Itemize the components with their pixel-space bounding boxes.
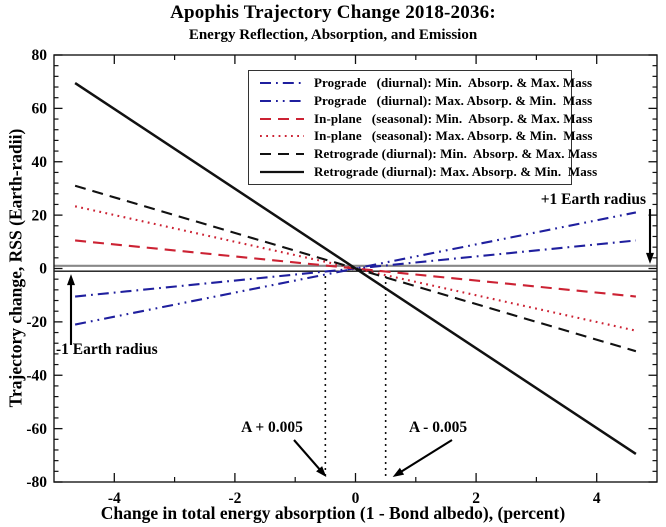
legend-item-2: In-plane (seasonal): Min. Absorp. & Max.…: [249, 110, 592, 127]
legend-label-2: In-plane (seasonal): Min. Absorp. & Max.…: [314, 110, 593, 126]
legend-label-5: Retrograde (diurnal): Max. Absorp. & Min…: [314, 164, 598, 180]
annotation-plus-one-earth-radius: +1 Earth radius: [540, 191, 646, 208]
annotation-albedo-minus: A - 0.005: [408, 419, 468, 436]
legend-label-0: Prograde (diurnal): Min. Absorp. & Max. …: [314, 74, 593, 90]
arrow-albedo-plus-head: [316, 466, 327, 477]
legend-label-1: Prograde (diurnal): Max. Absorp. & Min. …: [314, 92, 593, 108]
y-tick-label: -80: [26, 474, 47, 491]
series-line-2: [75, 239, 636, 298]
x-tick-label: 0: [352, 490, 360, 507]
y-tick-label: 20: [32, 207, 48, 224]
annotation-albedo-plus: A + 0.005: [241, 419, 303, 436]
legend-label-3: In-plane (seasonal): Max. Absorp. & Min.…: [314, 128, 593, 144]
legend-item-3: In-plane (seasonal): Max. Absorp. & Min.…: [249, 128, 592, 145]
arrow-albedo-minus-head: [392, 467, 405, 477]
series-line-5: [74, 81, 637, 456]
legend-item-5: Retrograde (diurnal): Max. Absorp. & Min…: [249, 164, 597, 181]
legend-item-0: Prograde (diurnal): Min. Absorp. & Max. …: [249, 74, 592, 91]
y-tick-label: 0: [39, 261, 47, 278]
y-tick-label: 60: [32, 101, 48, 118]
x-axis-label: Change in total energy absorption (1 - B…: [100, 503, 566, 523]
x-tick-label: 2: [472, 490, 480, 507]
legend-item-4: Retrograde (diurnal): Min. Absorp. & Max…: [249, 146, 597, 163]
chart-title: Apophis Trajectory Change 2018-2036:: [170, 2, 496, 23]
legend-sample-line-1: [260, 99, 304, 102]
x-tick-label: -4: [108, 490, 121, 507]
legend-sample-line-5: [260, 170, 304, 174]
x-tick-label: 4: [593, 490, 601, 507]
y-tick-label: -40: [26, 367, 47, 384]
legend: Prograde (diurnal): Min. Absorp. & Max. …: [248, 70, 597, 185]
series-line-1: [74, 211, 637, 326]
y-axis-label: Trajectory change, RSS (Earth-radii): [5, 128, 26, 408]
series-line-3: [74, 205, 637, 332]
y-tick-label: -60: [26, 421, 47, 438]
legend-label-4: Retrograde (diurnal): Min. Absorp. & Max…: [314, 146, 598, 162]
arrow-minus-one-earth-radius-head: [67, 274, 75, 286]
arrow-plus-one-earth-radius-head: [646, 252, 654, 264]
legend-sample-line-3: [260, 135, 304, 138]
arrow-albedo-plus-shaft: [293, 439, 323, 473]
y-tick-label: 40: [32, 154, 48, 171]
chart-subtitle: Energy Reflection, Absorption, and Emiss…: [188, 27, 478, 43]
legend-sample-line-4: [260, 153, 304, 156]
x-tick-label: -2: [228, 490, 241, 507]
legend-item-1: Prograde (diurnal): Max. Absorp. & Min. …: [249, 92, 592, 109]
legend-sample-line-2: [260, 117, 304, 120]
legend-sample-line-0: [260, 81, 304, 84]
annotation-minus-one-earth-radius: -1 Earth radius: [56, 341, 158, 358]
arrow-albedo-minus-shaft: [397, 439, 453, 475]
y-tick-label: 80: [32, 47, 48, 64]
y-tick-label: -20: [26, 314, 47, 331]
